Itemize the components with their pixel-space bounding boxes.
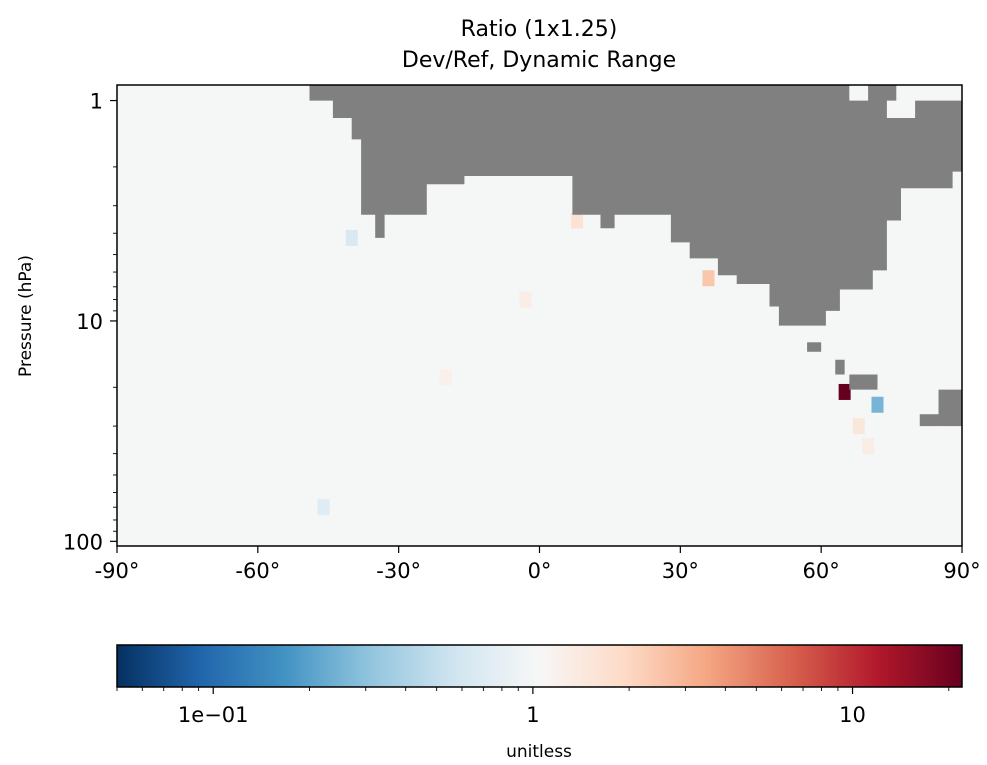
masked-patch-1	[835, 359, 845, 375]
heatmap-cells	[309, 85, 962, 516]
y-axis-label: Pressure (hPa)	[16, 255, 36, 377]
colorbar-gradient	[116, 644, 963, 688]
masked-patch-4	[919, 414, 939, 427]
chart-subtitle: Dev/Ref, Dynamic Range	[402, 48, 676, 73]
x-tick-label: -90°	[95, 559, 140, 583]
colorbar-ticks: 1e−01 1 10	[116, 687, 950, 727]
heat-cell-5	[345, 229, 358, 246]
x-tick-label: 0°	[528, 559, 552, 583]
heat-cell-2	[702, 270, 715, 287]
x-tick-label: 30°	[662, 559, 699, 583]
heat-cell-7	[439, 369, 452, 386]
x-tick-label: 90°	[943, 559, 980, 583]
y-tick-label: 1	[90, 90, 103, 114]
heat-cell-4	[519, 291, 532, 308]
heat-cell-0	[838, 383, 851, 400]
colorbar-tick-label: 1	[526, 703, 539, 727]
x-tick-label: 60°	[803, 559, 840, 583]
masked-patch-3	[938, 389, 962, 427]
y-tick-label: 100	[63, 530, 103, 554]
chart-title: Ratio (1x1.25)	[461, 17, 618, 42]
colorbar-tick-label: 1e−01	[178, 703, 249, 727]
masked-region	[309, 85, 962, 326]
x-axis: -90° -60° -30° 0° 30° 60° 90°	[95, 546, 981, 583]
heat-cell-8	[852, 418, 865, 435]
heatmap-plot-area	[117, 85, 962, 546]
masked-patch-2	[849, 374, 878, 390]
y-tick-label: 10	[76, 310, 103, 334]
masked-patch-0	[807, 342, 822, 352]
colorbar-label: unitless	[506, 742, 572, 762]
heat-cell-9	[862, 438, 875, 455]
heat-cell-6	[317, 499, 330, 516]
heat-cell-3	[571, 212, 584, 229]
heat-cell-1	[871, 396, 884, 413]
colorbar-tick-label: 10	[839, 703, 866, 727]
x-tick-label: -60°	[235, 559, 280, 583]
y-axis: 1 10 100	[63, 90, 117, 554]
x-tick-label: -30°	[376, 559, 421, 583]
colorbar: 1e−01 1 10 unitless	[116, 644, 963, 762]
